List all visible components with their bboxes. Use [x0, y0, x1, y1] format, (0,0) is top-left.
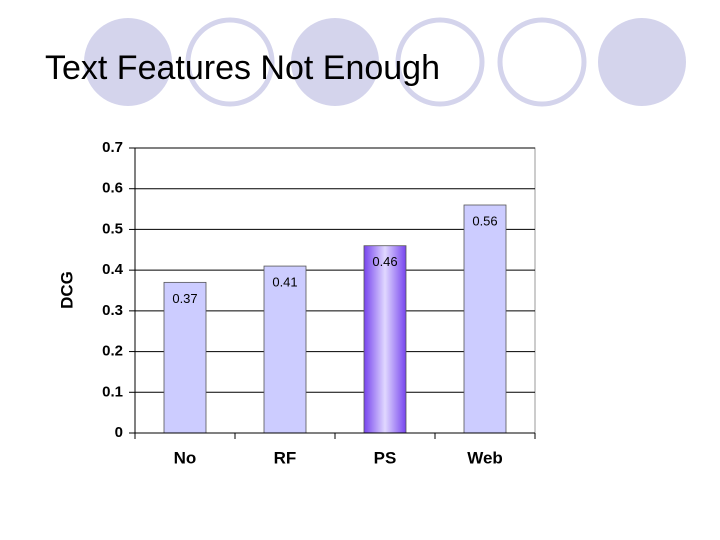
x-tick-label: No [174, 448, 197, 467]
y-axis-label: DCG [57, 271, 76, 309]
y-tick-label: 0.1 [102, 383, 123, 400]
y-tick-label: 0.6 [102, 180, 123, 197]
y-tick-label: 0.4 [102, 261, 124, 278]
value-label: 0.56 [472, 213, 497, 228]
bar [363, 245, 407, 434]
bar [263, 265, 307, 434]
y-tick-label: 0.2 [102, 343, 123, 360]
value-label: 0.37 [172, 291, 197, 306]
slide-title: Text Features Not Enough [45, 49, 440, 87]
x-tick-label: RF [274, 448, 297, 467]
y-tick-label: 0.7 [102, 139, 123, 156]
value-label: 0.46 [372, 254, 397, 269]
x-tick-label: PS [374, 448, 397, 467]
bar [463, 204, 507, 434]
y-tick-label: 0 [115, 424, 123, 441]
y-tick-label: 0.5 [102, 220, 123, 237]
x-tick-label: Web [467, 448, 503, 467]
value-label: 0.41 [272, 275, 297, 290]
y-tick-label: 0.3 [102, 302, 123, 319]
decoration [84, 17, 686, 107]
